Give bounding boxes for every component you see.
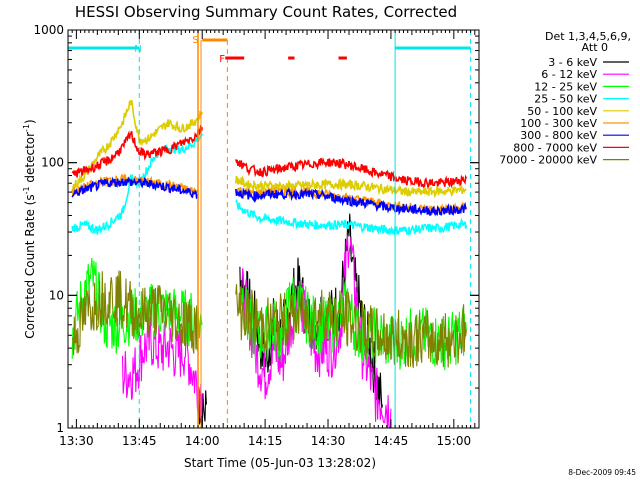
x-tick-label-6: 15:00: [437, 434, 472, 448]
series-line-8-seg-1: [235, 284, 467, 368]
y-axis-label-end: ): [23, 119, 37, 124]
x-tick-label-5: 14:45: [374, 434, 409, 448]
plot-frame: [67, 29, 480, 429]
legend-label-1: 6 - 12 keV: [541, 68, 597, 81]
x-axis-label: Start Time (05-Jun-03 13:28:02): [184, 456, 376, 470]
x-tick-label-1: 13:45: [122, 434, 157, 448]
x-axis: 13:30 13:45 14:00 14:15 14:30 14:45 15:00: [59, 30, 480, 448]
legend-label-8: 7000 - 20000 keV: [499, 154, 597, 167]
series-line-6-seg-1: [235, 186, 467, 217]
legend-header-2: Att 0: [582, 41, 608, 54]
legend-label-6: 300 - 800 keV: [520, 129, 597, 142]
legend-label-7: 800 - 7000 keV: [513, 141, 597, 154]
legend-label-2: 12 - 25 keV: [534, 80, 597, 93]
y-axis-label-main: Corrected Count Rate (s: [23, 194, 37, 338]
y-axis-label-mid: detector: [23, 132, 37, 187]
plot-area: N S F: [68, 30, 472, 429]
x-tick-label-3: 14:15: [248, 434, 283, 448]
y-axis-label-sup2: -1: [22, 124, 31, 132]
chart-title: HESSI Observing Summary Count Rates, Cor…: [75, 3, 457, 21]
series-line-8-seg-0: [71, 270, 199, 356]
flag-label-n: N: [134, 44, 141, 55]
series-line-3-seg-1: [235, 199, 468, 237]
generated-timestamp: 8-Dec-2009 09:45: [568, 468, 636, 477]
saa-region: [198, 30, 228, 428]
series-line-4-seg-0: [71, 99, 203, 193]
flag-label-f: F: [219, 54, 225, 65]
series-line-7-seg-1: [235, 156, 468, 190]
y-tick-label-2: 100: [41, 156, 64, 170]
legend-header-1: Det 1,3,4,5,6,9,: [545, 30, 631, 43]
legend-label-5: 100 - 300 keV: [520, 117, 597, 130]
legend-label-4: 50 - 100 keV: [527, 105, 597, 118]
x-tick-label-4: 14:30: [311, 434, 346, 448]
y-axis-label: Corrected Count Rate (s-1 detector-1): [22, 119, 37, 338]
series-line-2-seg-0: [71, 258, 203, 359]
y-tick-label-1: 10: [49, 288, 64, 302]
y-axis-label-sup1: -1: [22, 186, 31, 194]
flag-label-s: S: [192, 35, 198, 46]
y-tick-label-0: 1: [56, 421, 64, 435]
series-line-5-seg-0: [71, 173, 199, 198]
y-axis: 1 10 100 1000: [33, 23, 479, 435]
series-line-7-seg-0: [71, 125, 203, 178]
series-line-6-seg-0: [71, 176, 199, 200]
legend-label-0: 3 - 6 keV: [548, 56, 597, 69]
x-tick-label-0: 13:30: [59, 434, 94, 448]
legend-label-3: 25 - 50 keV: [534, 93, 597, 106]
y-tick-label-3: 1000: [33, 23, 64, 37]
x-tick-label-2: 14:00: [185, 434, 220, 448]
series-line-1-seg-0: [121, 316, 203, 419]
